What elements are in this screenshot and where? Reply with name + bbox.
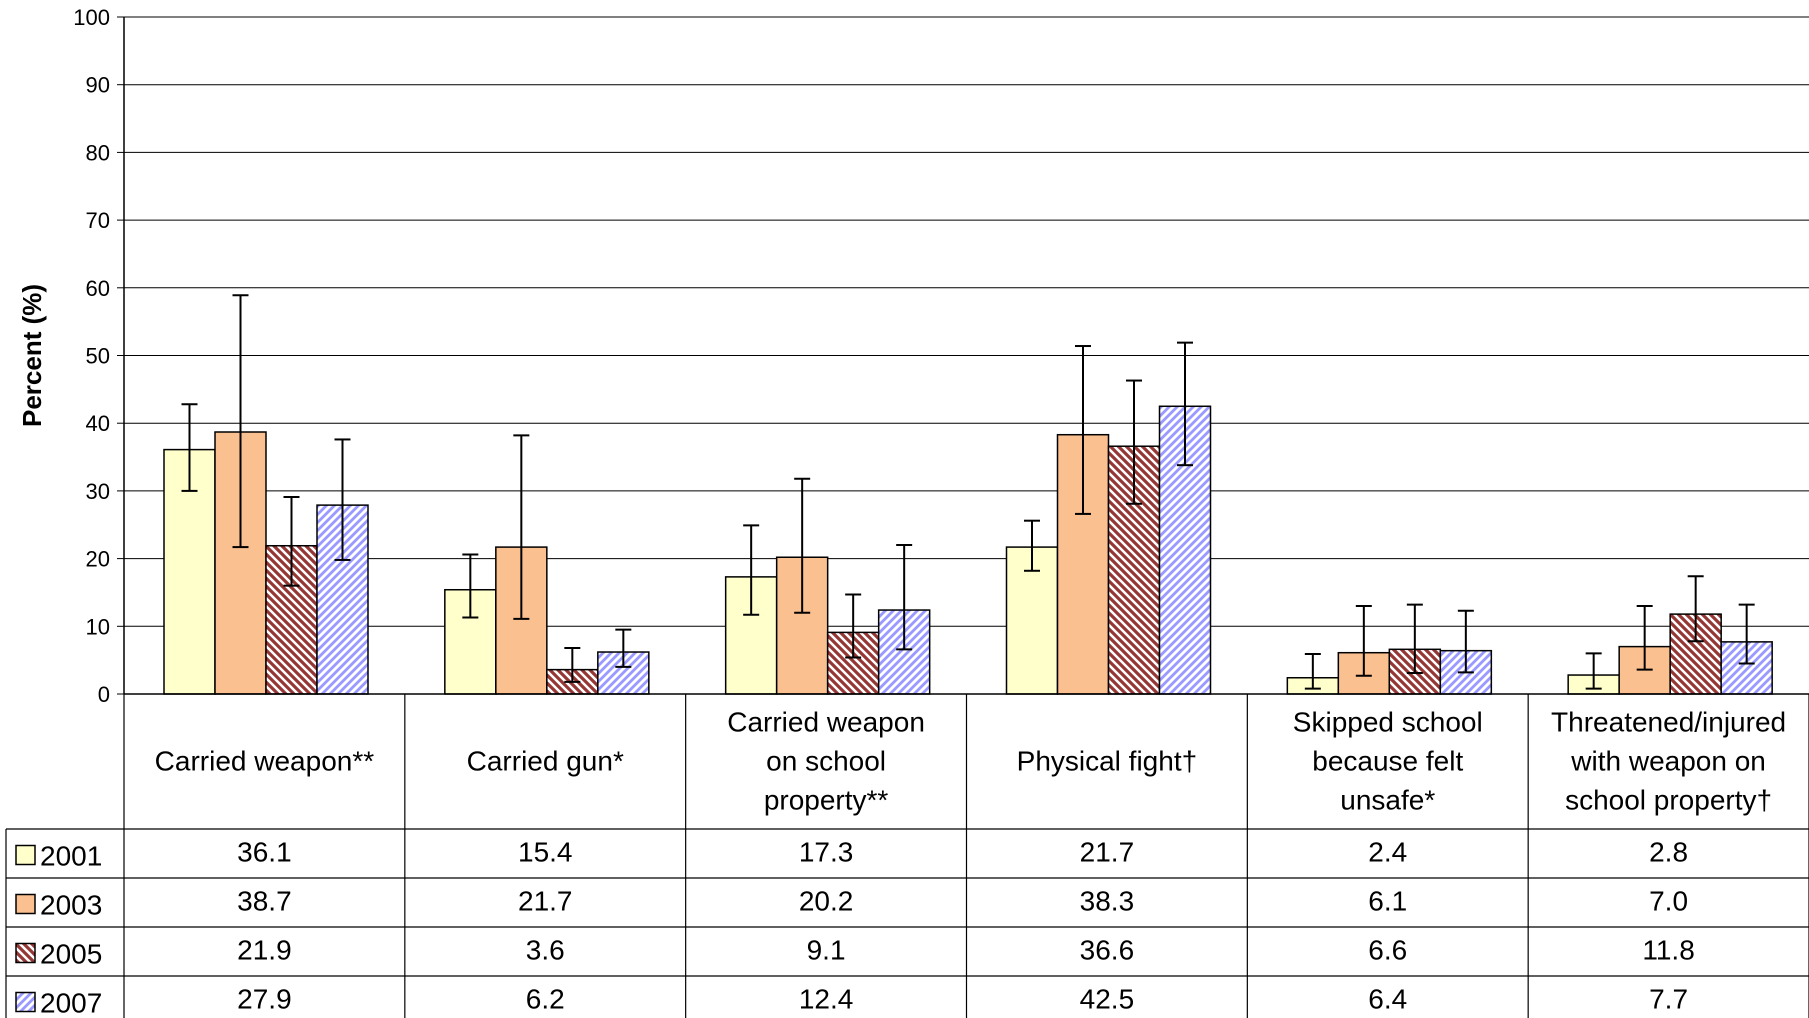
table-cell: 6.1: [1368, 886, 1407, 917]
plot-area: 0 10 20 30 40 50 60 70 80 90 100 Percent (%): [17, 5, 1809, 707]
y-tick-label: 80: [86, 140, 110, 165]
category-label: Carried weapon: [727, 707, 925, 738]
category-label: because felt: [1312, 746, 1463, 777]
y-tick-label: 50: [86, 344, 110, 369]
table-cell: 11.8: [1642, 935, 1694, 966]
legend-label: 2003: [40, 890, 102, 921]
category-label: Skipped school: [1293, 707, 1483, 738]
y-tick-label: 10: [86, 614, 110, 639]
legend-swatch: [15, 991, 36, 1013]
legend-label: 2007: [40, 988, 102, 1018]
table-cell: 3.6: [526, 935, 565, 966]
legend-label: 2005: [40, 939, 102, 970]
category-label: Threatened/injured: [1551, 707, 1786, 738]
legend-swatch: [15, 942, 36, 964]
y-axis-title: Percent (%): [17, 284, 47, 427]
table-cell: 38.3: [1080, 886, 1135, 917]
table-cell: 2.8: [1649, 837, 1688, 868]
y-tick-label: 70: [86, 208, 110, 233]
table-cell: 17.3: [799, 837, 854, 868]
table-cell: 36.6: [1080, 935, 1135, 966]
table-cell: 12.4: [799, 984, 854, 1015]
y-tick-label: 20: [86, 547, 110, 572]
table-cell: 20.2: [799, 886, 854, 917]
table-cell: 42.5: [1080, 984, 1135, 1015]
data-table: Carried weapon** Carried gun* Carried weap…: [5, 694, 1809, 1018]
table-cell: 27.9: [237, 984, 292, 1015]
table-cell: 15.4: [518, 837, 573, 868]
category-label: with weapon on: [1570, 746, 1766, 777]
table-cell: 7.7: [1649, 984, 1688, 1015]
table-cell: 21.7: [518, 886, 573, 917]
table-cell: 21.7: [1080, 837, 1135, 868]
y-tick-label: 40: [86, 411, 110, 436]
y-tick-label: 90: [86, 73, 110, 98]
category-label: unsafe*: [1340, 785, 1435, 816]
table-cell: 21.9: [237, 935, 292, 966]
table-cell: 6.6: [1368, 935, 1407, 966]
legend-label: 2001: [40, 841, 102, 872]
y-tick-label: 0: [98, 682, 110, 707]
category-label: Physical fight†: [1017, 746, 1198, 777]
table-cell: 6.2: [526, 984, 565, 1015]
category-label: on school: [766, 746, 886, 777]
category-label: school property†: [1565, 785, 1772, 816]
table-cell: 6.4: [1368, 984, 1407, 1015]
table-cell: 36.1: [237, 837, 292, 868]
legend-swatch: [15, 893, 36, 915]
y-tick-label: 30: [86, 479, 110, 504]
category-label: Carried gun*: [467, 746, 624, 777]
y-tick-label: 100: [73, 5, 110, 30]
table-cell: 38.7: [237, 886, 292, 917]
table-cell: 2.4: [1368, 837, 1407, 868]
legend-swatch: [15, 844, 36, 866]
bar: [1056, 433, 1110, 695]
y-tick-label: 60: [86, 276, 110, 301]
category-label: property**: [764, 785, 889, 816]
table-cell: 9.1: [807, 935, 846, 966]
table-cell: 7.0: [1649, 886, 1688, 917]
category-label: Carried weapon**: [155, 746, 375, 777]
